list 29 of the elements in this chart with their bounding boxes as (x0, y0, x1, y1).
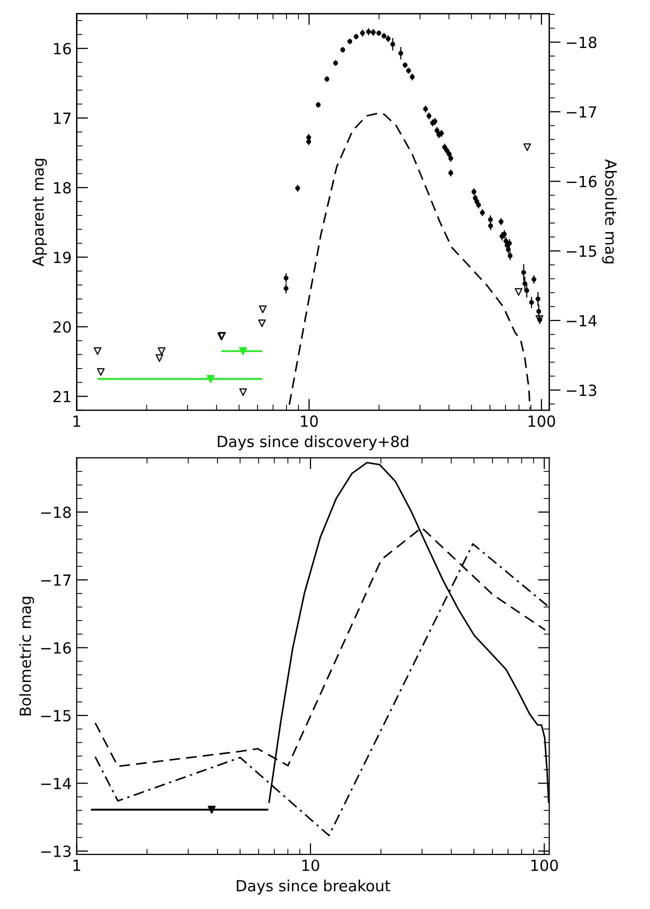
y-tick-label: 16 (54, 42, 71, 54)
y2-tick-label: −17 (566, 106, 596, 118)
y-tick-label: 19 (54, 252, 71, 264)
x-tick-label: 100 (528, 415, 556, 427)
y2-tick-label: −13 (566, 384, 596, 396)
y-tick-label: 20 (54, 321, 71, 333)
y2-tick-label: −15 (566, 246, 596, 257)
y-tick-label: −15 (41, 710, 71, 722)
y-tick-label: 21 (54, 390, 70, 402)
y-tick-label: −17 (41, 574, 71, 586)
y2-axis-title: Absolute mag (602, 159, 617, 264)
y-tick-label: 17 (54, 112, 71, 124)
x-tick-label: 1 (74, 416, 80, 427)
y-tick-label: −14 (41, 778, 71, 790)
y-axis-title: Bolometric mag (19, 596, 34, 716)
x-axis-title: Days since breakout (236, 880, 390, 894)
x-tick-label: 10 (302, 860, 320, 872)
x-tick-label: 100 (531, 860, 558, 872)
y2-tick-label: −16 (566, 176, 596, 188)
y-tick-label: 18 (54, 182, 71, 194)
y-tick-label: −13 (41, 846, 71, 858)
y2-tick-label: −18 (566, 36, 596, 48)
y-axis-title: Apparent mag (32, 158, 47, 266)
x-tick-label: 10 (301, 415, 318, 427)
x-tick-label: 1 (74, 860, 80, 871)
y2-tick-label: −14 (566, 315, 597, 326)
x-axis-title: Days since discovery+8d (218, 435, 408, 450)
y-tick-label: −18 (41, 506, 71, 518)
y-tick-label: −16 (41, 642, 71, 654)
